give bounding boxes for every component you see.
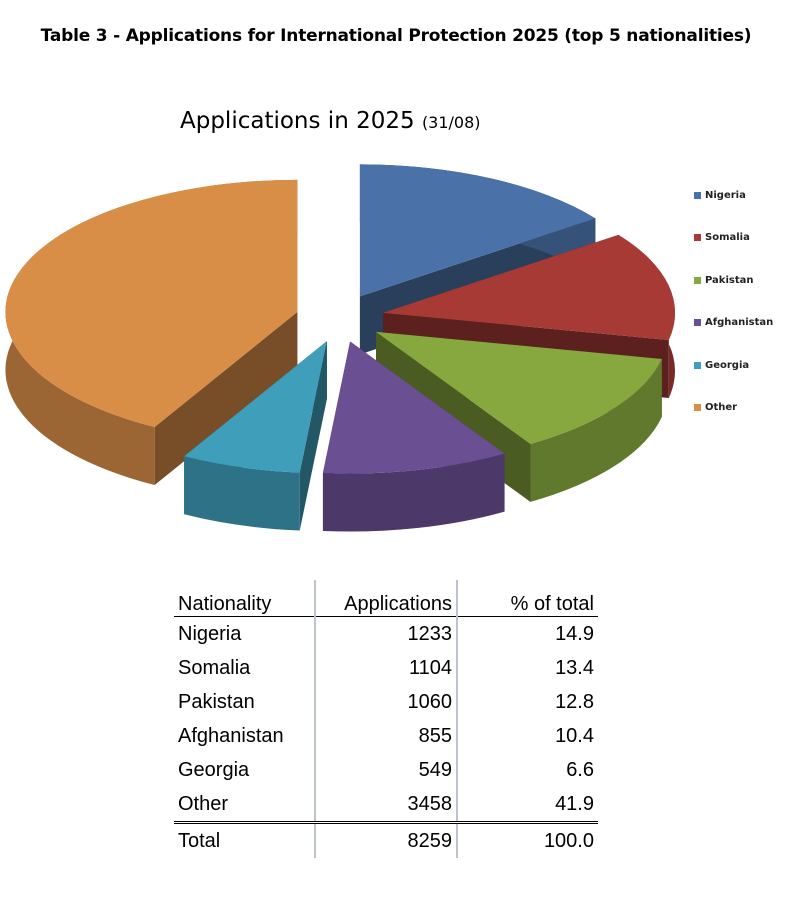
legend-item-pakistan: Pakistan bbox=[694, 273, 773, 287]
pie-slice-georgia bbox=[184, 341, 327, 531]
cell-percent: 13.4 bbox=[555, 656, 594, 679]
table-row: Georgia 549 6.6 bbox=[174, 753, 598, 787]
table-row: Nigeria 1233 14.9 bbox=[174, 616, 598, 651]
pie-slice-pakistan bbox=[376, 331, 662, 502]
header-applications: Applications bbox=[314, 580, 458, 617]
chart-title: Applications in 2025 (31/08) bbox=[180, 108, 481, 134]
cell-nationality: Afghanistan bbox=[178, 724, 284, 747]
applications-table: Nationality Applications % of total Nige… bbox=[174, 580, 598, 858]
total-applications: 8259 bbox=[314, 821, 458, 858]
cell-nationality: Nigeria bbox=[178, 622, 242, 645]
table-row: Somalia 1104 13.4 bbox=[174, 651, 598, 685]
page-title: Table 3 - Applications for International… bbox=[40, 26, 752, 46]
cell-applications: 1060 bbox=[314, 685, 458, 719]
legend-swatch bbox=[694, 276, 701, 284]
legend-label: Pakistan bbox=[705, 274, 754, 286]
slice-top bbox=[184, 341, 327, 473]
legend-item-somalia: Somalia bbox=[694, 231, 773, 245]
slice-rim bbox=[530, 359, 662, 502]
pie-slice-afghanistan bbox=[322, 341, 505, 532]
cell-nationality: Georgia bbox=[178, 758, 250, 781]
header-nationality: Nationality bbox=[174, 580, 315, 617]
slice-side bbox=[154, 311, 298, 486]
total-label: Total bbox=[174, 821, 315, 858]
legend-label: Nigeria bbox=[705, 189, 746, 201]
cell-applications: 1104 bbox=[314, 651, 458, 685]
cell-percent: 10.4 bbox=[555, 724, 594, 747]
table-row: Afghanistan 855 10.4 bbox=[174, 719, 598, 753]
table-row: Pakistan 1060 12.8 bbox=[174, 685, 598, 719]
cell-nationality: Pakistan bbox=[178, 690, 255, 713]
cell-percent: 41.9 bbox=[555, 792, 594, 815]
slice-rim bbox=[322, 453, 505, 532]
legend-swatch bbox=[694, 361, 701, 369]
chart-subtitle: (31/08) bbox=[421, 113, 481, 132]
cell-percent: 14.9 bbox=[555, 622, 594, 645]
legend-label: Georgia bbox=[705, 359, 750, 371]
slice-rim bbox=[184, 456, 300, 531]
slice-top bbox=[383, 234, 676, 341]
table-row: Other 3458 41.9 bbox=[174, 787, 598, 823]
cell-applications: 549 bbox=[314, 753, 458, 787]
cell-nationality: Somalia bbox=[178, 656, 251, 679]
legend-item-afghanistan: Afghanistan bbox=[694, 316, 773, 330]
cell-applications: 3458 bbox=[314, 787, 458, 823]
legend-item-nigeria: Nigeria bbox=[694, 188, 773, 202]
legend-item-other: Other bbox=[694, 401, 773, 415]
pie-chart bbox=[5, 164, 676, 532]
slice-top bbox=[5, 179, 298, 428]
cell-applications: 1233 bbox=[314, 616, 458, 651]
legend-swatch bbox=[694, 319, 701, 326]
cell-percent: 6.6 bbox=[566, 758, 594, 781]
pie-slice-other bbox=[5, 179, 298, 486]
legend: Nigeria Somalia Pakistan Afghanistan Georgia… bbox=[694, 188, 773, 443]
legend-label: Afghanistan bbox=[705, 317, 774, 328]
slice-top bbox=[322, 341, 505, 474]
legend-swatch bbox=[694, 234, 701, 241]
slice-top bbox=[376, 331, 662, 444]
table-total-row: Total 8259 100.0 bbox=[174, 821, 598, 858]
legend-label: Other bbox=[705, 402, 738, 413]
header-percent: % of total bbox=[457, 580, 598, 617]
legend-swatch bbox=[694, 191, 701, 199]
legend-label: Somalia bbox=[705, 232, 750, 243]
table-body: Nigeria 1233 14.9 Somalia 1104 13.4 Pakistan 10… bbox=[174, 616, 598, 858]
legend-item-georgia: Georgia bbox=[694, 358, 773, 372]
chart-title-main: Applications in 2025 bbox=[180, 108, 415, 134]
legend-swatch bbox=[694, 404, 701, 411]
cell-percent: 12.8 bbox=[555, 690, 594, 713]
cell-nationality: Other bbox=[178, 792, 229, 815]
slice-top bbox=[359, 164, 596, 297]
table-header-row: Nationality Applications % of total bbox=[174, 580, 598, 617]
total-percent: 100.0 bbox=[457, 821, 598, 858]
cell-applications: 855 bbox=[314, 719, 458, 753]
